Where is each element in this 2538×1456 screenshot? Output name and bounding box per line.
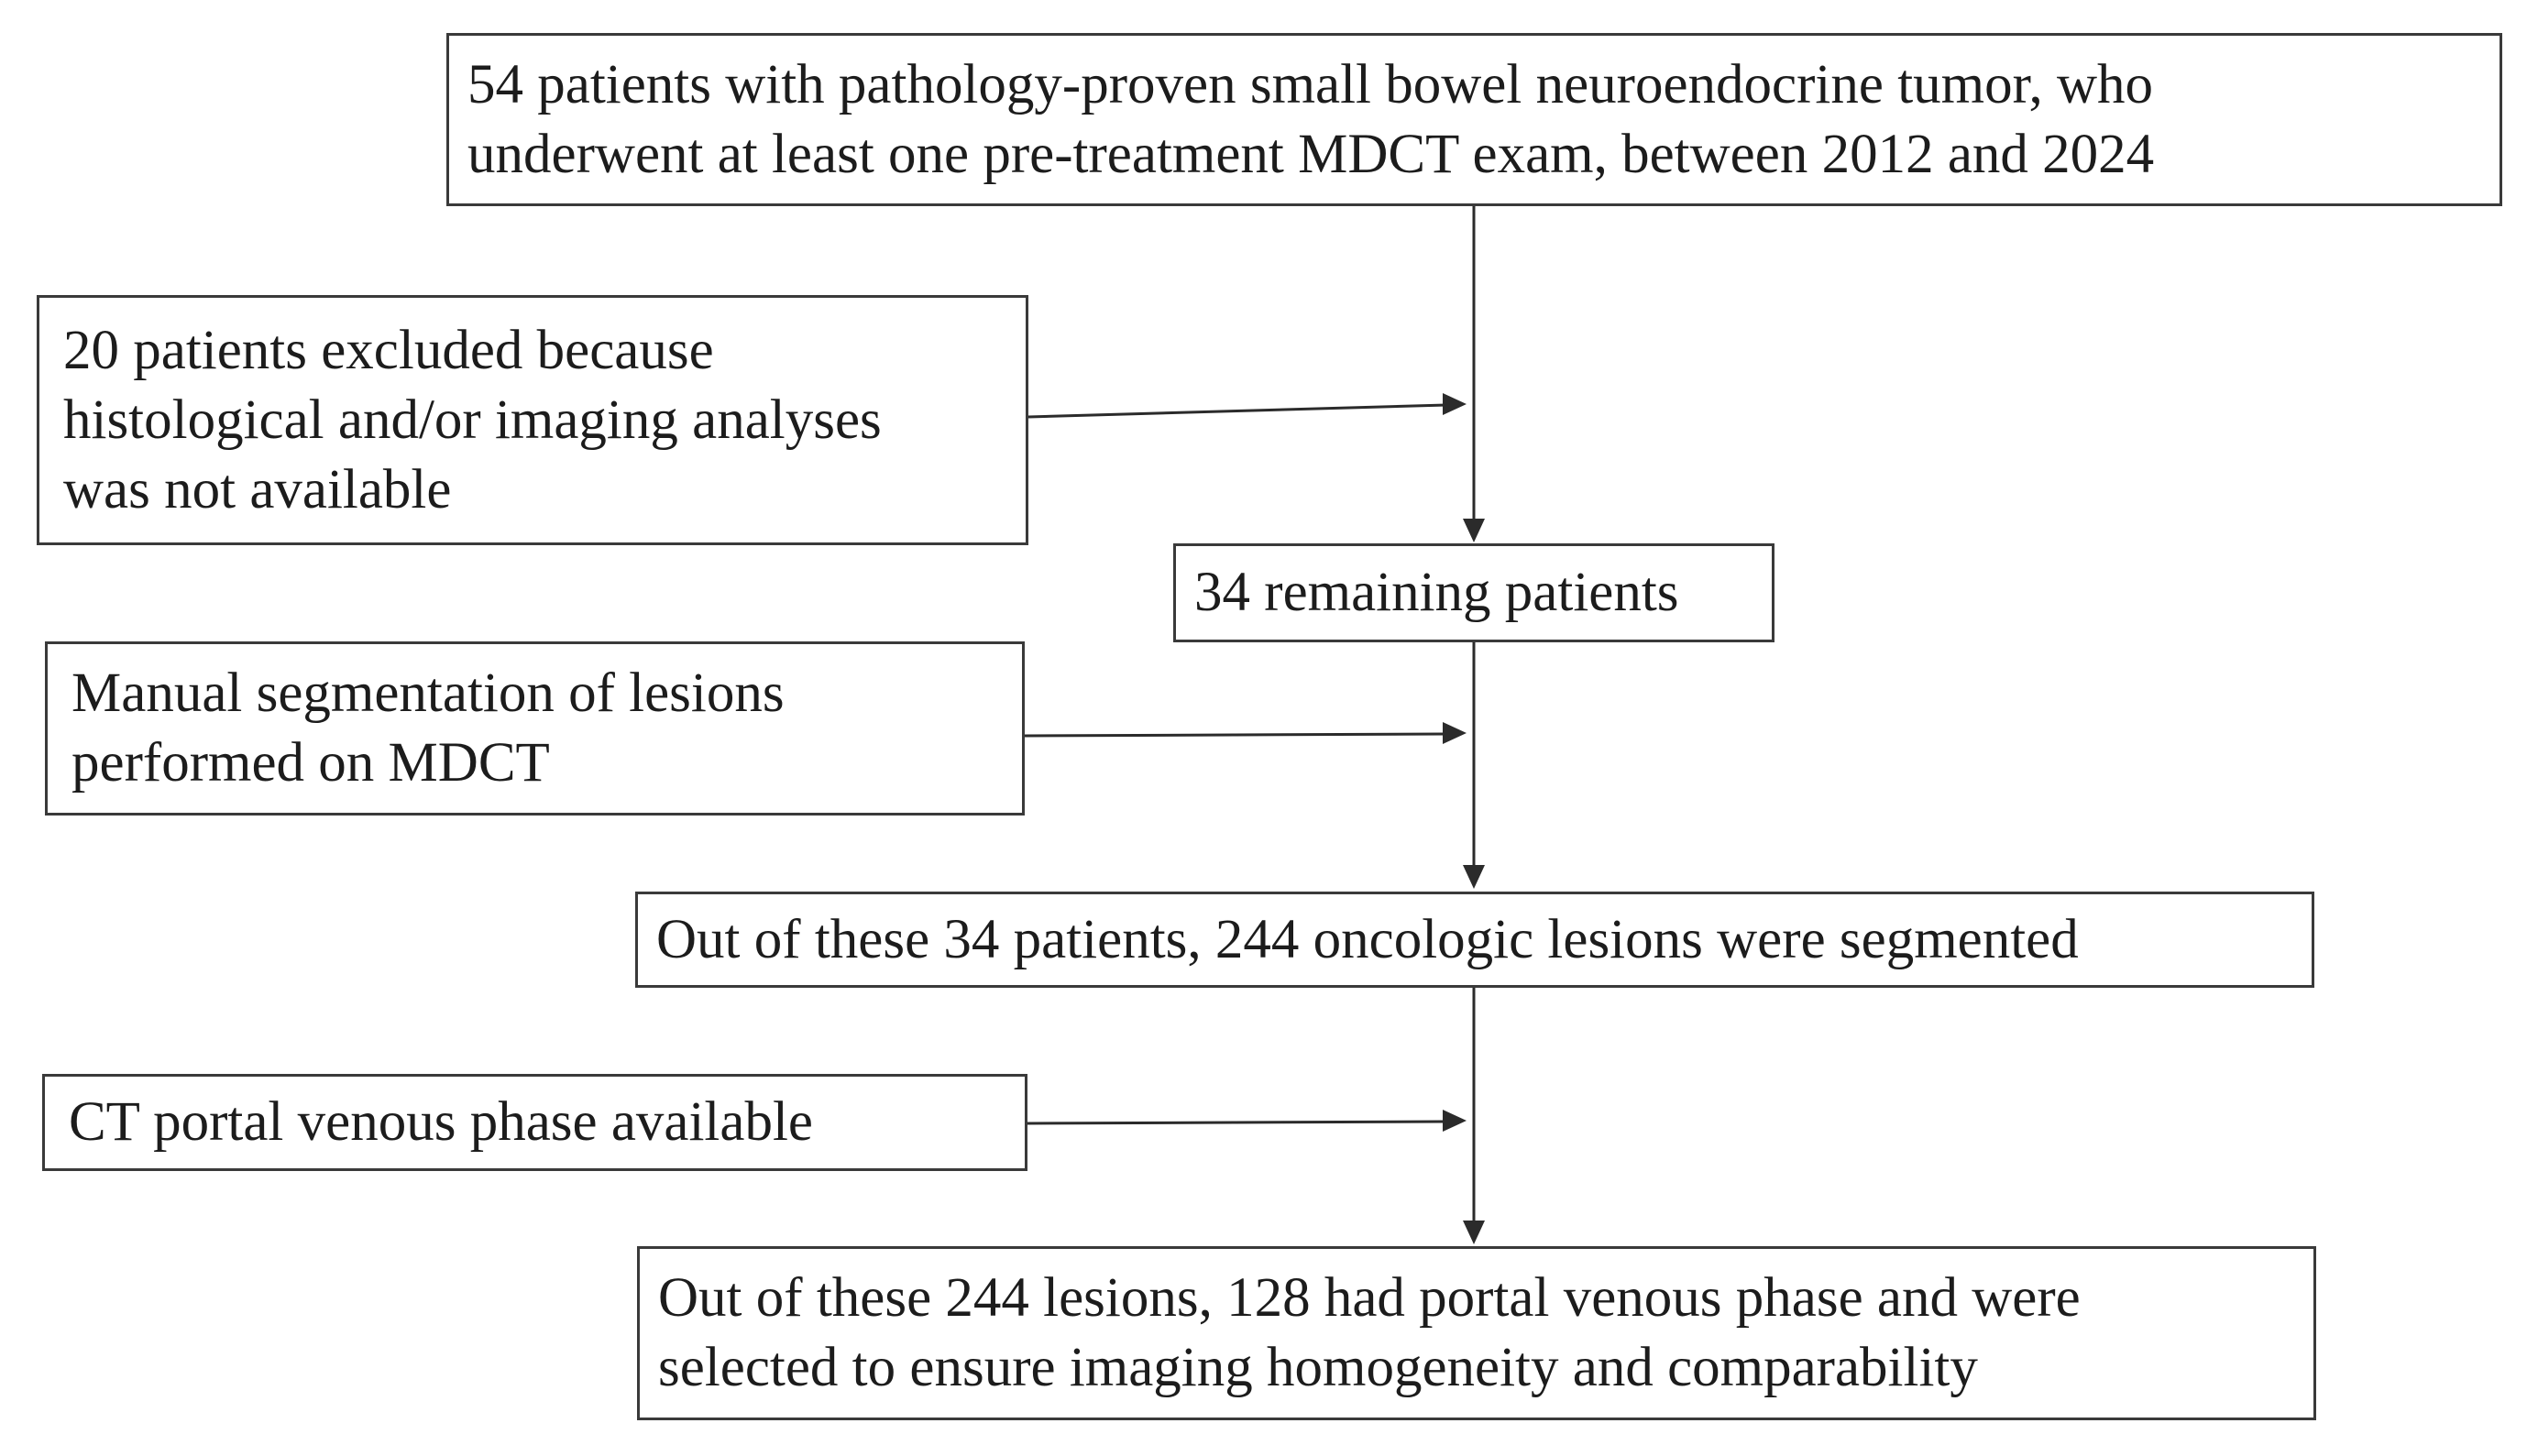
arrowhead-down-remaining-icon	[1463, 519, 1485, 542]
box-remaining-patients: 34 remaining patients	[1173, 543, 1774, 642]
box-excluded-patients: 20 patients excluded because histologica…	[37, 295, 1028, 545]
arrow-line-portal	[1027, 1120, 1447, 1125]
arrow-line-segmentation	[1024, 732, 1447, 738]
box-manual-segmentation: Manual segmentation of lesions performed…	[45, 641, 1025, 816]
arrowhead-right-portal-icon	[1443, 1110, 1467, 1132]
arrowhead-right-segmentation-icon	[1443, 722, 1467, 744]
arrowhead-right-excluded-icon	[1443, 393, 1467, 415]
arrowhead-down-segmented-icon	[1463, 865, 1485, 889]
arrow-line-excluded	[1027, 403, 1447, 419]
box-selected-lesions: Out of these 244 lesions, 128 had portal…	[637, 1246, 2316, 1420]
box-portal-venous-phase: CT portal venous phase available	[42, 1074, 1027, 1171]
box-lesions-segmented: Out of these 34 patients, 244 oncologic …	[635, 892, 2314, 988]
box-initial-cohort: 54 patients with pathology-proven small …	[446, 33, 2502, 206]
arrowhead-down-selected-icon	[1463, 1221, 1485, 1244]
